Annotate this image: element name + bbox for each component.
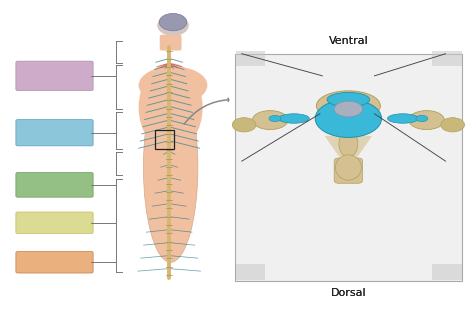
Ellipse shape — [138, 63, 202, 152]
Ellipse shape — [315, 100, 382, 137]
Ellipse shape — [334, 101, 363, 117]
Ellipse shape — [387, 114, 418, 123]
Ellipse shape — [335, 155, 361, 180]
FancyBboxPatch shape — [16, 61, 93, 90]
Ellipse shape — [138, 66, 207, 104]
Ellipse shape — [327, 92, 370, 106]
Ellipse shape — [409, 111, 444, 130]
Ellipse shape — [416, 115, 428, 122]
Ellipse shape — [143, 73, 198, 262]
Ellipse shape — [252, 111, 288, 130]
Text: Dorsal: Dorsal — [330, 288, 366, 298]
FancyBboxPatch shape — [160, 35, 182, 51]
Bar — [235, 54, 462, 281]
FancyBboxPatch shape — [334, 158, 363, 183]
Bar — [432, 264, 462, 280]
FancyBboxPatch shape — [16, 173, 93, 197]
FancyBboxPatch shape — [16, 212, 93, 234]
Ellipse shape — [339, 130, 358, 157]
FancyBboxPatch shape — [16, 120, 93, 146]
Bar — [155, 130, 174, 149]
Ellipse shape — [232, 118, 256, 132]
FancyBboxPatch shape — [16, 252, 93, 273]
Bar — [236, 264, 265, 280]
Ellipse shape — [279, 114, 309, 123]
Text: Ventral: Ventral — [328, 36, 368, 46]
Ellipse shape — [441, 118, 465, 132]
Ellipse shape — [269, 115, 281, 122]
Text: Dorsal: Dorsal — [330, 288, 366, 298]
Bar — [236, 51, 265, 66]
Ellipse shape — [157, 15, 188, 35]
Text: Ventral: Ventral — [328, 36, 368, 46]
Ellipse shape — [316, 91, 380, 121]
Ellipse shape — [159, 13, 187, 31]
Bar — [432, 51, 462, 66]
